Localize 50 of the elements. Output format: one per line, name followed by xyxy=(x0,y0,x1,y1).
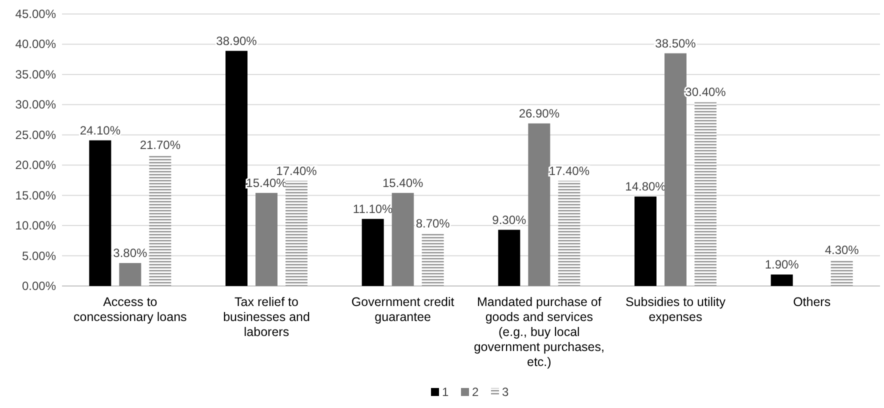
y-tick-label: 30.00% xyxy=(15,98,56,112)
bar xyxy=(830,260,853,286)
data-label: 26.90% xyxy=(518,106,560,120)
data-label: 38.50% xyxy=(655,36,696,50)
x-tick-label: Subsidies to utility expenses xyxy=(625,295,726,324)
bar xyxy=(362,218,384,286)
bar xyxy=(392,192,414,286)
y-tick-label: 25.00% xyxy=(15,128,56,142)
bar xyxy=(149,154,172,286)
bar xyxy=(226,50,248,286)
data-label: 8.70% xyxy=(416,216,450,230)
data-label: 3.80% xyxy=(113,246,148,260)
y-tick-label: 20.00% xyxy=(15,158,56,172)
data-label: 15.40% xyxy=(382,176,424,190)
x-tick-label: Mandated purchase of goods and services (e.g., buy local government purchases, etc.) xyxy=(474,295,604,369)
data-label: 17.40% xyxy=(276,164,318,178)
bar xyxy=(119,263,142,286)
y-tick-label: 40.00% xyxy=(15,37,56,52)
bar xyxy=(286,180,308,286)
bar xyxy=(770,274,793,286)
y-tick-label: 5.00% xyxy=(22,248,56,263)
bar xyxy=(664,53,686,286)
data-label: 4.30% xyxy=(824,243,860,258)
x-tick-label: Access to concessionary loans xyxy=(74,295,187,324)
x-tick-label: Government credit guarantee xyxy=(351,295,455,324)
data-label: 1.90% xyxy=(764,258,800,272)
bar xyxy=(528,123,550,286)
bar xyxy=(498,230,520,286)
legend-label: 1 xyxy=(442,385,449,399)
bar xyxy=(558,180,580,286)
bar xyxy=(256,192,278,286)
y-tick-label: 45.00% xyxy=(15,7,56,21)
y-tick-label: 0.00% xyxy=(22,279,56,293)
x-tick-label: Others xyxy=(793,295,831,309)
data-label: 24.10% xyxy=(80,123,121,138)
y-tick-label: 10.00% xyxy=(15,218,56,233)
legend-label: 3 xyxy=(502,385,509,399)
data-label: 38.90% xyxy=(216,34,258,48)
data-label: 11.10% xyxy=(352,202,394,216)
bar xyxy=(89,140,112,286)
y-tick-label: 15.00% xyxy=(15,188,56,202)
x-tick-label: Tax relief to businesses and laborers xyxy=(223,295,310,339)
legend-label: 2 xyxy=(472,385,479,399)
data-label: 14.80% xyxy=(625,180,666,194)
bar xyxy=(634,196,656,286)
bar xyxy=(694,102,716,286)
y-tick-label: 35.00% xyxy=(15,67,56,82)
bar xyxy=(422,233,444,286)
data-label: 9.30% xyxy=(492,212,527,227)
data-label: 21.70% xyxy=(140,138,181,152)
